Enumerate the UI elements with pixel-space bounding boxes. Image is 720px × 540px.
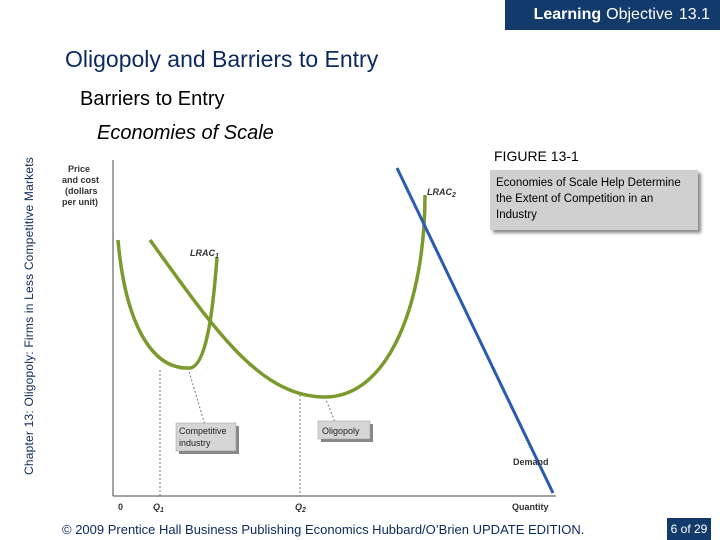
page-number: 6 of 29 [667, 518, 711, 540]
oligopoly-box [317, 420, 371, 440]
demand-label: Demand [513, 457, 549, 467]
demand-line [395, 167, 555, 494]
origin-label: 0 [118, 502, 123, 512]
competitive-leader [187, 367, 206, 426]
objective-word: Objective [606, 6, 673, 23]
section-heading: Economies of Scale [97, 122, 274, 144]
figure-label: FIGURE 13-1 [494, 148, 579, 164]
lrac2-label: LRAC2 [427, 187, 456, 199]
competitive-box-text: Competitive industry [179, 426, 229, 448]
slide-title: Oligopoly and Barriers to Entry [65, 46, 379, 72]
x-axis-label: Quantity [512, 502, 549, 512]
slide-subtitle: Barriers to Entry [80, 88, 225, 110]
y-axis-label: Price and cost (dollars per unit) [62, 164, 102, 207]
learning-objective-badge: Learning Objective 13.1 [505, 0, 720, 30]
figure-caption: Economies of Scale Help Determine the Ex… [490, 170, 698, 230]
lrac1-curve [116, 239, 219, 370]
oligopoly-box-text: Oligopoly [322, 426, 360, 436]
objective-number: 13.1 [678, 6, 710, 23]
q1-label: Q1 [153, 502, 164, 514]
lrac2-curve [148, 194, 427, 399]
footer-credit: © 2009 Prentice Hall Business Publishing… [62, 522, 585, 537]
q2-label: Q2 [295, 502, 306, 514]
competitive-box [175, 422, 237, 452]
oligopoly-leader [324, 396, 336, 423]
learning-word: Learning [533, 6, 602, 23]
lrac1-label: LRAC1 [190, 248, 219, 260]
